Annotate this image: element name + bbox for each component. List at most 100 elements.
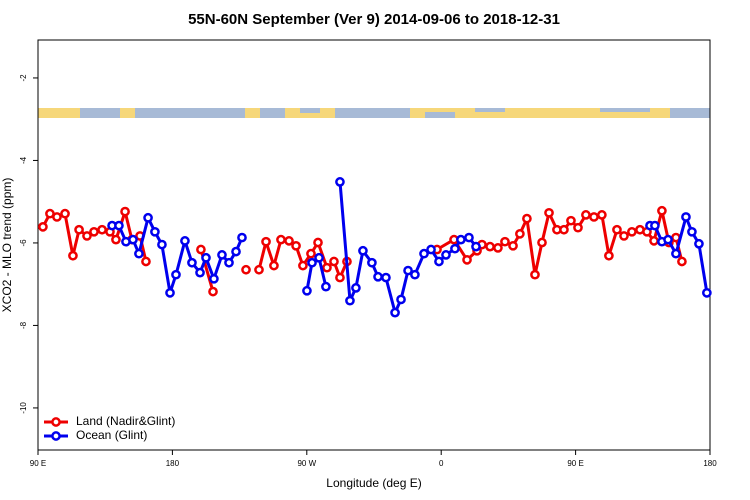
legend-marker <box>51 417 61 427</box>
data-point <box>522 213 532 224</box>
y-tick-label: -4 <box>19 156 28 164</box>
data-point <box>307 257 317 268</box>
data-point <box>150 226 160 237</box>
data-point <box>345 295 355 306</box>
data-point <box>657 205 667 216</box>
data-point <box>187 257 197 268</box>
data-point <box>619 231 629 241</box>
data-point <box>254 264 264 275</box>
data-point <box>298 260 308 271</box>
data-point <box>485 241 495 252</box>
data-point <box>426 244 436 255</box>
data-point <box>441 250 451 260</box>
data-point <box>314 252 324 263</box>
data-point <box>284 236 294 246</box>
data-point <box>143 212 153 223</box>
data-point <box>128 234 138 245</box>
data-point <box>208 286 218 297</box>
data-point <box>322 262 332 273</box>
legend-label: Land (Nadir&Glint) <box>76 414 175 428</box>
chart-title: 55N-60N September (Ver 9) 2014-09-06 to … <box>188 11 560 28</box>
data-point <box>358 245 368 256</box>
data-point <box>111 234 121 245</box>
data-point <box>209 273 219 284</box>
x-tick-label: 90 W <box>297 459 316 468</box>
data-point <box>612 224 622 235</box>
data-point <box>493 243 503 253</box>
legend-marker <box>51 431 61 441</box>
x-axis-label: Longitude (deg E) <box>326 476 421 490</box>
data-point <box>276 234 286 245</box>
data-point <box>373 271 383 282</box>
data-point <box>508 240 518 251</box>
data-point <box>68 250 78 261</box>
x-tick-label: 180 <box>166 459 180 468</box>
data-point <box>681 212 691 222</box>
data-point <box>302 285 312 296</box>
data-point <box>180 236 190 246</box>
y-tick-label: -6 <box>19 239 28 247</box>
data-point <box>663 234 673 245</box>
data-point <box>434 256 444 267</box>
data-point <box>581 210 591 220</box>
data-point <box>217 250 227 260</box>
data-point <box>410 269 420 280</box>
map-strip <box>38 108 710 118</box>
data-point <box>671 248 681 259</box>
data-point <box>114 220 124 231</box>
data-point <box>367 257 377 268</box>
data-point <box>702 287 712 298</box>
data-point <box>537 237 547 248</box>
data-point <box>403 265 413 276</box>
data-point <box>604 250 614 261</box>
y-tick-label: -2 <box>19 74 28 82</box>
data-point <box>419 248 429 259</box>
data-point <box>450 243 460 254</box>
data-point <box>597 210 607 220</box>
data-point <box>306 248 316 259</box>
data-point <box>171 269 181 280</box>
data-point <box>52 212 62 222</box>
data-point <box>141 256 151 267</box>
y-tick-label: -8 <box>19 321 28 329</box>
data-point <box>649 236 659 246</box>
data-point <box>38 222 48 232</box>
data-point <box>269 260 279 271</box>
data-point <box>321 281 331 292</box>
data-point <box>396 294 406 305</box>
data-point <box>456 234 466 245</box>
data-point <box>157 239 167 250</box>
plot-frame <box>37 39 711 451</box>
data-point <box>335 177 345 187</box>
data-point <box>291 240 301 251</box>
data-point <box>650 220 660 231</box>
y-axis-label: XCO2 - MLO trend (ppm) <box>0 178 14 313</box>
data-point <box>559 224 569 235</box>
data-point <box>462 254 472 265</box>
data-point <box>329 256 339 267</box>
data-point <box>530 269 540 280</box>
data-point <box>544 207 554 218</box>
x-tick-label: 0 <box>439 459 444 468</box>
data-point <box>196 244 206 255</box>
data-point <box>97 224 107 235</box>
data-point <box>165 287 175 298</box>
data-point <box>694 238 704 249</box>
data-point <box>351 283 361 293</box>
legend-label: Ocean (Glint) <box>76 428 147 442</box>
data-point <box>74 224 84 235</box>
x-tick-label: 90 E <box>30 459 46 468</box>
data-point <box>201 252 211 263</box>
data-point <box>82 231 92 241</box>
y-tick-label: -10 <box>19 402 28 414</box>
data-point <box>589 212 599 222</box>
data-point <box>120 206 130 217</box>
data-point <box>687 226 697 237</box>
data-point <box>241 264 251 275</box>
data-point <box>464 232 474 243</box>
data-point <box>335 272 345 283</box>
data-point <box>261 236 271 247</box>
data-point <box>134 248 144 259</box>
data-point <box>500 236 510 247</box>
